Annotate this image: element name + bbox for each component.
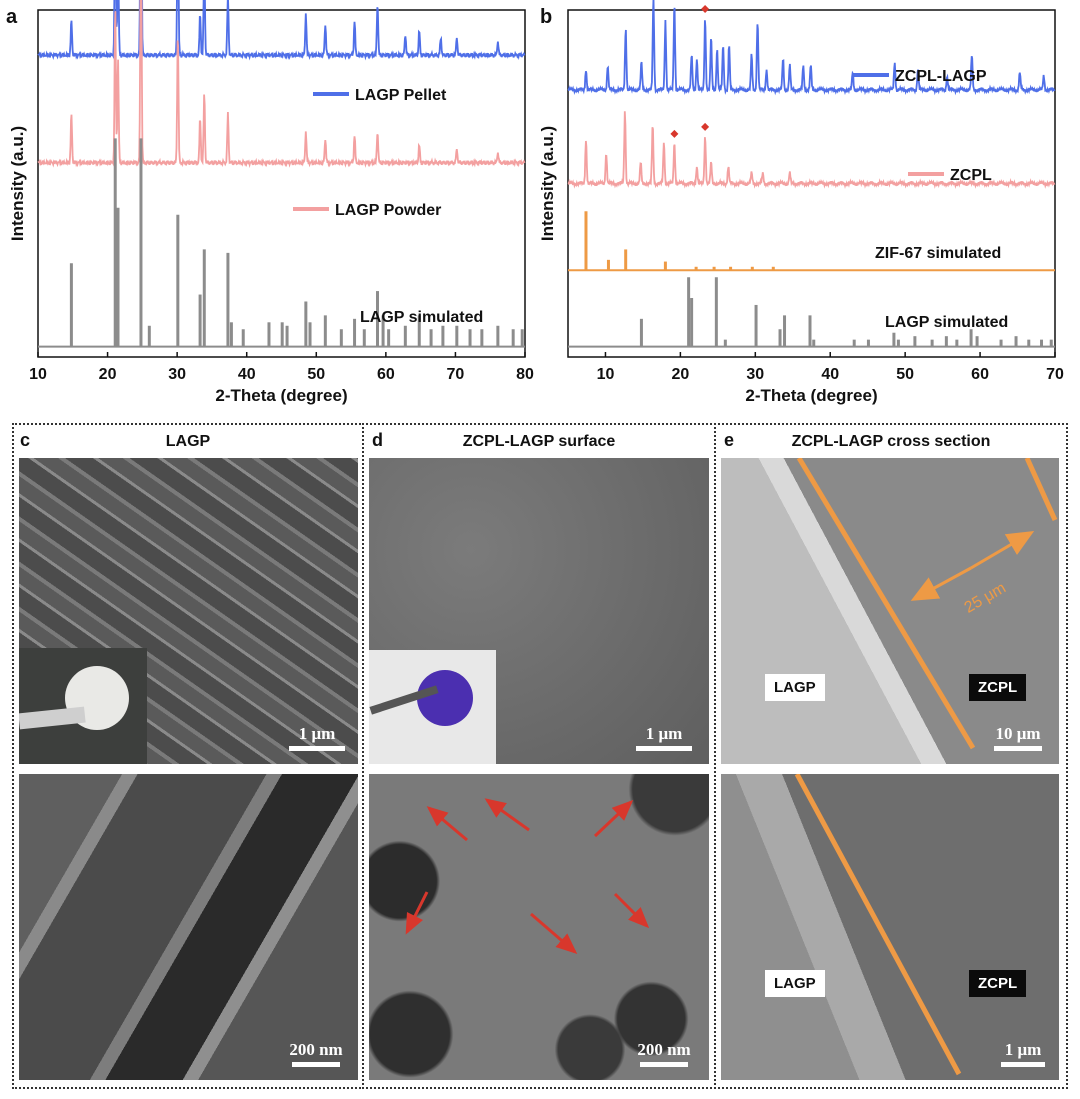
- scale-bar-e-top: 10 μm: [983, 724, 1053, 751]
- scale-label-c-bottom: 200 nm: [289, 1040, 343, 1059]
- scale-label-c-top: 1 μm: [298, 724, 336, 743]
- legend-label-a-1: LAGP Powder: [335, 202, 441, 219]
- tag-zcpl-top: ZCPL: [969, 674, 1027, 701]
- scale-label-d-top: 1 μm: [645, 724, 683, 743]
- sample-photo-white-pellet: [19, 648, 147, 764]
- y-axis-label-b: Intensity (a.u.): [538, 126, 557, 241]
- panel-label-e: e: [724, 430, 735, 450]
- series-line-b-1: [567, 111, 1056, 190]
- panel-e-title: ZCPL-LAGP cross section: [791, 433, 991, 450]
- tag-lagp-bottom: LAGP: [765, 970, 825, 997]
- series-line-b-0: [567, 0, 1056, 96]
- scale-label-d-bottom: 200 nm: [637, 1040, 691, 1059]
- panel-c-title: LAGP: [165, 433, 211, 450]
- scale-bar-d-bottom: 200 nm: [629, 1040, 699, 1067]
- x-tick-label-b-6: 70: [1046, 366, 1064, 383]
- scale-bar-d-top: 1 μm: [633, 724, 695, 751]
- panel-label-c: c: [20, 430, 31, 450]
- sem-zcpl-lagp-surface-bottom: 200 nm: [369, 774, 709, 1080]
- x-tick-label-b-1: 20: [671, 366, 689, 383]
- x-tick-label-a-4: 50: [307, 366, 325, 383]
- y-axis-label-a: Intensity (a.u.): [8, 126, 27, 241]
- peak-marker-b-1-0: [670, 129, 679, 138]
- panel-label-b: b: [540, 6, 553, 28]
- xrd-chart-a: 10 20 30 40 50 60 70 80 2-Theta (degree) Intensit…: [8, 0, 534, 405]
- peak-marker-b-1-1: [701, 122, 710, 131]
- red-arrows-overlay: [405, 798, 650, 954]
- scale-bar-e-bottom: 1 μm: [995, 1040, 1051, 1067]
- tag-lagp-top: LAGP: [765, 674, 825, 701]
- scale-label-e-bottom: 1 μm: [1004, 1040, 1042, 1059]
- sem-cross-section-top: 25 μm LAGP ZCPL 10 μm: [721, 458, 1059, 764]
- panel-e-frame: [714, 423, 1068, 1089]
- cross-section-overlay-bottom: [794, 774, 962, 1076]
- scale-bar-c-top: 1 μm: [287, 724, 347, 751]
- panel-label-a: a: [6, 6, 18, 28]
- x-tick-label-a-3: 40: [238, 366, 256, 383]
- x-tick-label-a-2: 30: [168, 366, 186, 383]
- scale-bar-c-bottom: 200 nm: [281, 1040, 351, 1067]
- scale-label-e-top: 10 μm: [995, 724, 1041, 743]
- thickness-label: 25 μm: [962, 580, 1009, 617]
- x-tick-label-b-4: 50: [896, 366, 914, 383]
- x-tick-label-a-0: 10: [29, 366, 47, 383]
- x-tick-label-b-2: 30: [746, 366, 764, 383]
- tag-zcpl-bottom: ZCPL: [969, 970, 1027, 997]
- xrd-chart-b: 10 20 30 40 50 60 70 2-Theta (degree) Intensity …: [538, 0, 1064, 405]
- x-tick-label-b-5: 60: [971, 366, 989, 383]
- panel-d-title: ZCPL-LAGP surface: [462, 433, 616, 450]
- sem-cross-section-bottom: LAGP ZCPL 1 μm: [721, 774, 1059, 1080]
- panel-label-d: d: [372, 430, 383, 450]
- x-tick-label-a-6: 70: [447, 366, 465, 383]
- legend-label-b-0: ZCPL-LAGP: [895, 68, 987, 85]
- sem-zcpl-lagp-surface-top: 1 μm: [369, 458, 709, 764]
- sample-photo-purple-pellet: [369, 650, 496, 764]
- x-axis-label-b: 2-Theta (degree): [745, 386, 877, 405]
- sem-lagp-top: 1 μm: [19, 458, 358, 764]
- x-tick-label-a-1: 20: [99, 366, 117, 383]
- x-axis-label-a: 2-Theta (degree): [215, 386, 347, 405]
- x-tick-label-b-3: 40: [821, 366, 839, 383]
- x-tick-label-a-7: 80: [516, 366, 534, 383]
- series-line-a-0: [37, 0, 526, 61]
- cross-section-overlay: 25 μm: [796, 458, 1058, 750]
- sem-lagp-bottom: 200 nm: [19, 774, 358, 1080]
- legend-label-a-0: LAGP Pellet: [355, 87, 447, 104]
- x-tick-label-b-0: 10: [597, 366, 615, 383]
- x-tick-label-a-5: 60: [377, 366, 395, 383]
- peak-marker-b-0-1: [701, 4, 710, 13]
- legend-label-b-3: LAGP simulated: [885, 314, 1008, 331]
- plot-frame-a: [37, 9, 526, 358]
- series-line-a-1: [37, 0, 526, 169]
- legend-label-b-2: ZIF-67 simulated: [875, 245, 1001, 262]
- legend-label-a-2: LAGP simulated: [360, 309, 483, 326]
- legend-label-b-1: ZCPL: [950, 167, 992, 184]
